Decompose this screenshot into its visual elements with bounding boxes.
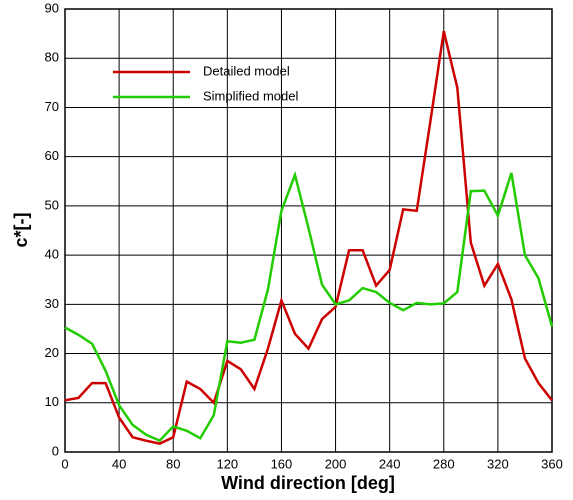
y-tick-label: 50 xyxy=(45,197,59,212)
y-tick-label: 10 xyxy=(45,394,59,409)
x-tick-label: 160 xyxy=(271,456,293,471)
y-tick-label: 80 xyxy=(45,50,59,65)
y-tick-label: 90 xyxy=(45,0,59,15)
x-tick-label: 240 xyxy=(379,456,401,471)
x-tick-label: 40 xyxy=(112,456,126,471)
y-axis-title: c*[-] xyxy=(11,213,31,248)
y-tick-label: 70 xyxy=(45,99,59,114)
y-tick-label: 30 xyxy=(45,296,59,311)
data-line xyxy=(64,170,554,443)
legend-label: Detailed model xyxy=(203,63,290,78)
x-tick-label: 120 xyxy=(216,456,238,471)
y-tick-label: 0 xyxy=(52,443,59,458)
x-tick-label: 200 xyxy=(325,456,347,471)
x-tick-label: 360 xyxy=(541,456,563,471)
y-tick-label: 60 xyxy=(45,148,59,163)
x-tick-label: 0 xyxy=(61,456,68,471)
y-tick-label: 40 xyxy=(45,247,59,262)
x-tick-label: 280 xyxy=(433,456,455,471)
legend-label: Simplified model xyxy=(203,88,298,103)
x-tick-label: 80 xyxy=(166,456,180,471)
x-tick-label: 320 xyxy=(487,456,509,471)
x-axis-title: Wind direction [deg] xyxy=(221,473,395,493)
data-line xyxy=(64,30,553,445)
plot-frame xyxy=(64,8,553,453)
y-tick-label: 20 xyxy=(45,345,59,360)
